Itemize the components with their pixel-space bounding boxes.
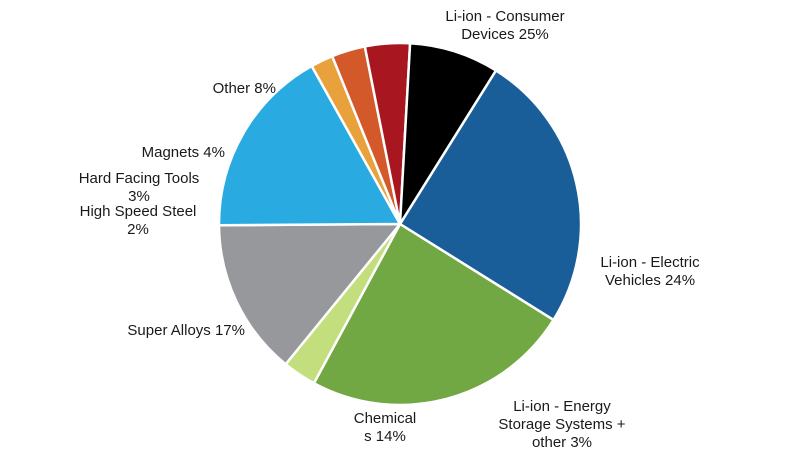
pie-slice-4	[217, 64, 402, 227]
label-chemicals: Chemical s 14%	[353, 410, 417, 445]
label-hard-facing-tools: Hard Facing Tools 3%	[78, 170, 200, 205]
pie-slice-8	[398, 42, 498, 226]
label-li-ion-consumer-devices: Li-ion - Consumer Devices 25%	[445, 8, 565, 43]
label-magnets: Magnets 4%	[141, 144, 225, 161]
label-super-alloys: Super Alloys 17%	[127, 322, 245, 339]
label-li-ion-energy-storage: Li-ion - Energy Storage Systems + other …	[498, 398, 626, 451]
label-li-ion-electric-vehicles: Li-ion - Electric Vehicles 24%	[600, 254, 700, 289]
pie-slice-1	[312, 222, 555, 407]
pie-slice-0	[398, 69, 583, 322]
label-other: Other 8%	[212, 80, 276, 97]
label-high-speed-steel: High Speed Steel 2%	[79, 203, 197, 238]
pie-slice-3	[217, 222, 402, 366]
